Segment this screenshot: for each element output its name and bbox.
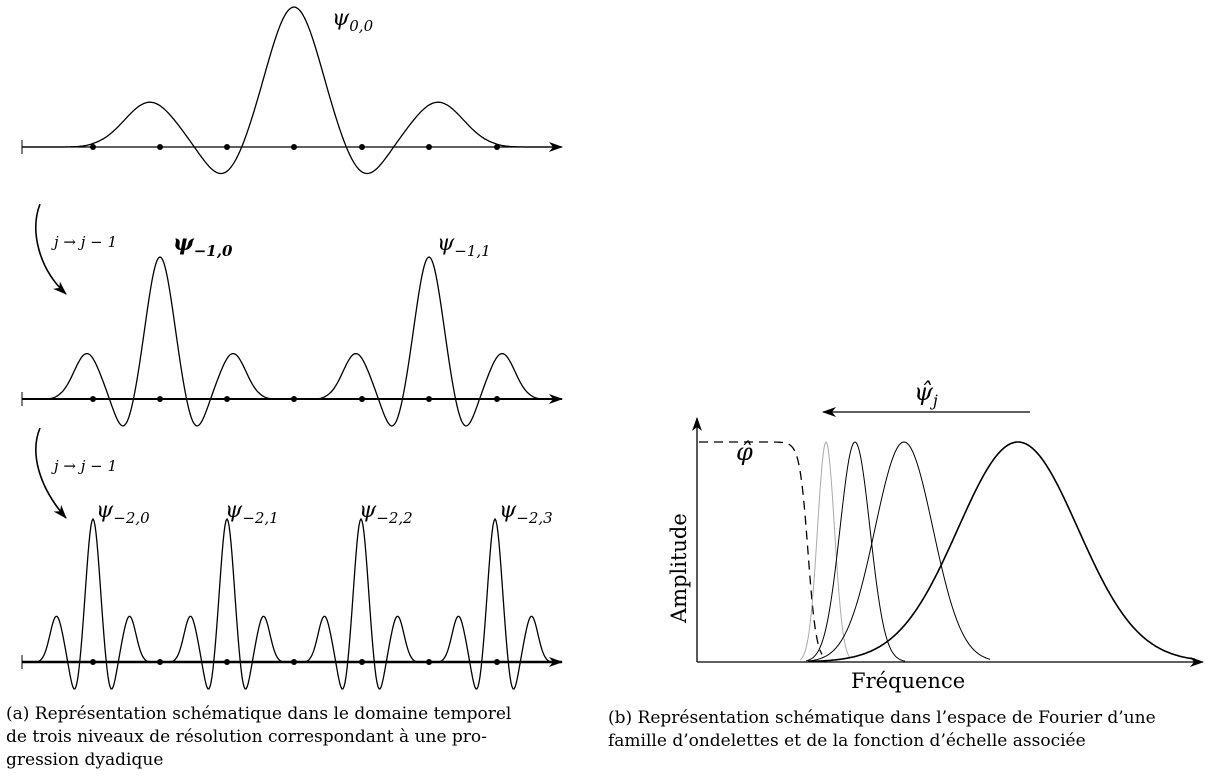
sample-dot	[359, 144, 365, 150]
sample-dot	[494, 396, 500, 402]
sample-dot	[224, 144, 230, 150]
sample-dot	[291, 659, 297, 665]
sample-dot	[359, 659, 365, 665]
wavelet-label-psi-m2-2: ψ−2,2	[359, 498, 413, 527]
caption-a-line-3: gression dyadique	[6, 750, 164, 770]
sample-dot	[291, 396, 297, 402]
wavelet-spectrum-2	[805, 441, 906, 662]
caption-a-line-1: (a) Représentation schématique dans le d…	[6, 704, 512, 724]
sample-dot	[224, 659, 230, 665]
sample-dot	[157, 659, 163, 665]
sample-dot	[90, 659, 96, 665]
level-1: ψ−1,0 ψ−1,1	[21, 230, 563, 427]
sample-dots-level-0	[90, 144, 500, 150]
x-axis-label: Fréquence	[851, 669, 965, 693]
scaling-function-label: φ̂	[736, 438, 753, 466]
caption-a-line-2: de trois niveaux de résolution correspon…	[6, 727, 487, 747]
caption-panel-b: (b) Représentation schématique dans l’es…	[608, 707, 1208, 753]
transition-label-1: j → j − 1	[51, 233, 117, 251]
sample-dots-level-1	[90, 396, 500, 402]
sample-dot	[426, 144, 432, 150]
sample-dot	[157, 144, 163, 150]
sample-dot	[494, 144, 500, 150]
transition-label-2: j → j − 1	[51, 457, 117, 475]
wavelet-label-psi-m2-0: ψ−2,0	[96, 498, 150, 527]
caption-b-line-1: (b) Représentation schématique dans l’es…	[608, 708, 1156, 728]
level-0: ψ0,0	[21, 6, 563, 175]
wavelet-label-psi-m1-1: ψ−1,1	[437, 231, 491, 260]
transition-arrow-1: j → j − 1	[35, 203, 117, 295]
y-axis-label: Amplitude	[667, 513, 691, 624]
wavelet-curve-level-2	[22, 517, 558, 690]
wavelet-curve-level-0	[22, 6, 558, 175]
wavelet-label-psi-m1-0: ψ−1,0	[173, 230, 233, 260]
sample-dot	[90, 144, 96, 150]
sample-dot	[494, 659, 500, 665]
transition-arrow-2: j → j − 1	[35, 427, 117, 519]
scaling-function-spectrum	[699, 441, 823, 655]
wavelet-spectrum-label: ψ̂j	[914, 378, 938, 410]
wavelet-curve-level-1	[22, 256, 558, 427]
wavelet-spectrum-1	[799, 441, 851, 661]
sample-dot	[291, 144, 297, 150]
panel-a-time-domain: ψ0,0 j → j − 1 ψ−1,0 ψ−1,1 j → j − 1	[21, 6, 563, 690]
wavelet-label-psi-m2-1: ψ−2,1	[225, 498, 279, 527]
sample-dots-level-2	[90, 659, 500, 665]
panel-b-fourier-domain: Amplitude Fréquence φ̂ ψ̂j	[667, 378, 1204, 693]
wavelet-spectrum-4	[808, 441, 1196, 663]
sample-dot	[426, 659, 432, 665]
sample-dot	[224, 396, 230, 402]
wavelet-spectrum-3	[807, 441, 991, 662]
sample-dot	[426, 396, 432, 402]
sample-dot	[90, 396, 96, 402]
caption-panel-a: (a) Représentation schématique dans le d…	[6, 703, 582, 772]
sample-dot	[359, 396, 365, 402]
sample-dot	[157, 396, 163, 402]
wavelet-label-psi-m2-3: ψ−2,3	[499, 498, 553, 527]
level-2: ψ−2,0 ψ−2,1 ψ−2,2 ψ−2,3	[21, 498, 563, 690]
caption-b-line-2: famille d’ondelettes et de la fonction d…	[608, 731, 1086, 751]
wavelet-label-psi-0-0: ψ0,0	[332, 6, 374, 35]
